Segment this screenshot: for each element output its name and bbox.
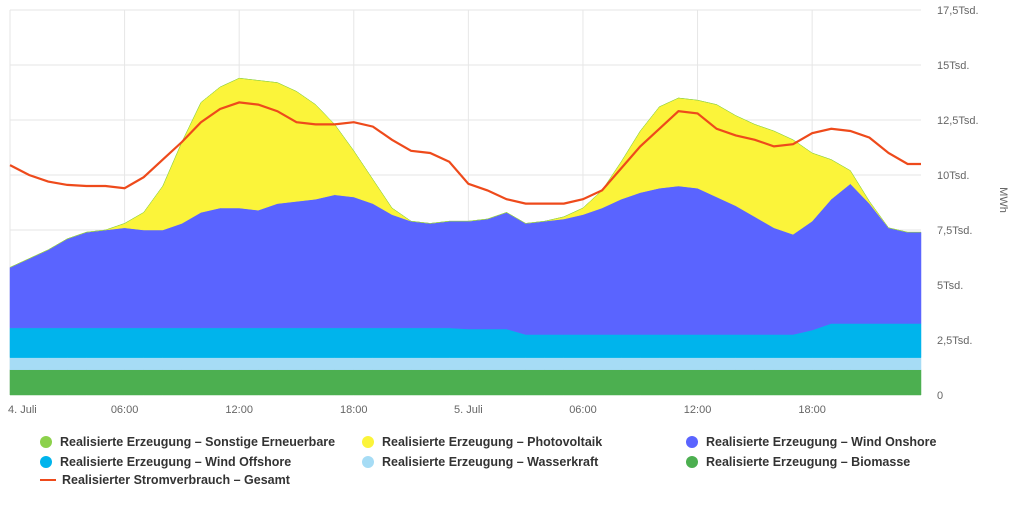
- x-tick-label: 06:00: [111, 404, 139, 416]
- legend-label: Realisierte Erzeugung – Wasserkraft: [382, 455, 599, 469]
- legend-item[interactable]: Realisierte Erzeugung – Biomasse: [686, 455, 910, 469]
- x-tick-label: 06:00: [569, 404, 597, 416]
- legend-label: Realisierte Erzeugung – Sonstige Erneuer…: [60, 435, 336, 449]
- x-tick-label: 4. Juli: [8, 404, 37, 416]
- y-tick-label: 17,5Tsd.: [937, 5, 979, 17]
- legend-label: Realisierte Erzeugung – Wind Onshore: [706, 435, 937, 449]
- stacked-area-chart: 0 2,5Tsd. 5Tsd. 7,5Tsd. 10Tsd. 12,5Tsd. 15Tsd.…: [8, 5, 1009, 416]
- x-tick-label: 18:00: [798, 404, 826, 416]
- legend-dot-icon: [40, 436, 52, 448]
- legend-dot-icon: [362, 456, 374, 468]
- y-tick-label: 15Tsd.: [937, 60, 969, 72]
- legend-label: Realisierter Stromverbrauch – Gesamt: [62, 473, 290, 487]
- legend-item[interactable]: Realisierte Erzeugung – Wasserkraft: [362, 455, 598, 469]
- legend-item[interactable]: Realisierte Erzeugung – Photovoltaik: [362, 435, 602, 449]
- legend-item[interactable]: Realisierter Stromverbrauch – Gesamt: [40, 473, 290, 487]
- y-tick-label: 10Tsd.: [937, 170, 969, 182]
- y-axis-label: MWh: [997, 187, 1009, 213]
- legend-item[interactable]: Realisierte Erzeugung – Wind Onshore: [686, 435, 937, 449]
- legend-dot-icon: [686, 436, 698, 448]
- y-tick-label: 0: [937, 390, 943, 402]
- legend-label: Realisierte Erzeugung – Wind Offshore: [60, 455, 292, 469]
- area-biomasse: [9, 369, 922, 396]
- legend-dot-icon: [362, 436, 374, 448]
- legend-dot-icon: [686, 456, 698, 468]
- legend-line-icon: [40, 479, 56, 481]
- legend-item[interactable]: Realisierte Erzeugung – Wind Offshore: [40, 455, 291, 469]
- y-tick-label: 12,5Tsd.: [937, 115, 979, 127]
- area-wasserkraft: [9, 357, 922, 370]
- y-tick-label: 2,5Tsd.: [937, 335, 972, 347]
- line-stromverbrauch-gesamt: [9, 101, 921, 205]
- y-tick-label: 7,5Tsd.: [937, 225, 972, 237]
- x-tick-label: 18:00: [340, 404, 368, 416]
- x-tick-label: 12:00: [684, 404, 712, 416]
- y-tick-label: 5Tsd.: [937, 280, 963, 292]
- legend-label: Realisierte Erzeugung – Biomasse: [706, 455, 911, 469]
- area-sonstige-erneuerbare: [9, 77, 921, 268]
- x-tick-label: 12:00: [225, 404, 253, 416]
- legend-label: Realisierte Erzeugung – Photovoltaik: [382, 435, 603, 449]
- legend-item[interactable]: Realisierte Erzeugung – Sonstige Erneuer…: [40, 435, 335, 449]
- x-tick-label: 5. Juli: [454, 404, 483, 416]
- legend-dot-icon: [40, 456, 52, 468]
